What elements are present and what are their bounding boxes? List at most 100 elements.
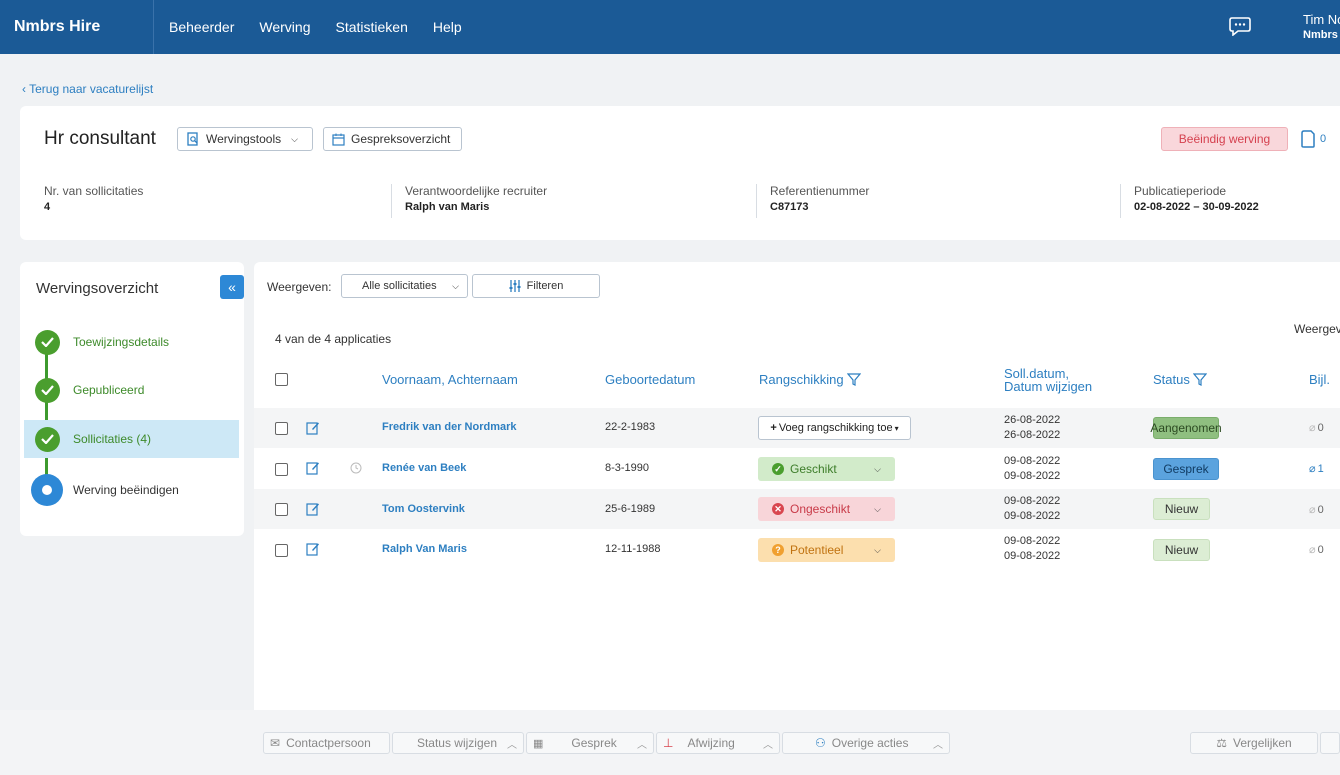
column-header-name[interactable]: Voornaam, Achternaam: [382, 372, 518, 387]
attachments-cell[interactable]: ⌀ 0: [1309, 543, 1324, 557]
attachments-cell[interactable]: ⌀ 0: [1309, 421, 1324, 435]
applicant-name-link[interactable]: Tom Oostervink: [382, 503, 465, 515]
users-icon: ⚇: [815, 736, 826, 750]
status-badge: Nieuw: [1153, 498, 1210, 520]
ranking-dropdown[interactable]: ? Potentieel ⌵: [758, 538, 895, 562]
column-header-status[interactable]: Status: [1153, 373, 1207, 386]
change-status-button[interactable]: Status wijzigen ︿: [392, 732, 524, 754]
page-title: Hr consultant: [44, 128, 156, 149]
documents-counter[interactable]: 0: [1301, 130, 1326, 148]
applicant-name-link[interactable]: Ralph Van Maris: [382, 543, 467, 555]
step-label: Sollicitaties (4): [73, 432, 152, 446]
end-recruitment-button[interactable]: Beëindig werving: [1161, 127, 1288, 151]
step-gepubliceerd[interactable]: Gepubliceerd: [24, 371, 239, 409]
other-actions-button[interactable]: ⚇ Overige acties ︿: [782, 732, 950, 754]
column-header-label: Rangschikking: [759, 372, 844, 387]
nav-statistieken[interactable]: Statistieken: [335, 19, 408, 35]
compare-label: Vergelijken: [1233, 736, 1292, 750]
column-header-dates[interactable]: Soll.datum, Datum wijzigen: [1004, 367, 1092, 393]
current-step-icon: [31, 474, 63, 506]
interview-action-label: Gesprek: [571, 736, 617, 750]
check-icon: [35, 377, 60, 403]
column-header-birthdate[interactable]: Geboortedatum: [605, 372, 696, 387]
attachments-cell[interactable]: ⌀ 1: [1309, 462, 1324, 476]
envelope-icon: ✉: [270, 736, 281, 750]
birthdate: 22-2-1983: [605, 421, 656, 433]
meta-value: 4: [44, 201, 51, 213]
modified-date: 26-08-2022: [1004, 429, 1061, 441]
bulk-actions-bar: ✉ Contactpersoon Status wijzigen ︿ ▦ Ges…: [0, 710, 1340, 775]
contact-person-button[interactable]: ✉ Contactpersoon: [263, 732, 390, 754]
status-badge: Aangenomen: [1150, 417, 1222, 439]
divider: [756, 184, 757, 218]
attachments-count: 1: [1317, 462, 1324, 475]
attachments-cell[interactable]: ⌀ 0: [1309, 503, 1324, 517]
row-checkbox[interactable]: [275, 422, 288, 435]
birthdate: 25-6-1989: [605, 503, 656, 515]
applications-count: 4 van de 4 applicaties: [275, 332, 392, 346]
brand-logo[interactable]: Nmbrs Hire: [14, 18, 101, 35]
step-toewijzingsdetails[interactable]: Toewijzingsdetails: [24, 323, 239, 361]
interview-overview-button[interactable]: Gespreksoverzicht: [323, 127, 462, 151]
chevron-up-icon: ︿: [763, 739, 773, 751]
step-sollicitaties[interactable]: Sollicitaties (4): [24, 420, 239, 458]
applicant-name-link[interactable]: Renée van Beek: [382, 462, 467, 474]
more-button[interactable]: [1320, 732, 1340, 754]
add-ranking-label: Voeg rangschikking toe: [778, 422, 893, 434]
filter-button[interactable]: Filteren: [472, 274, 600, 298]
meta-reference: Referentienummer C87173: [770, 184, 869, 213]
dates-cell: 09-08-2022 09-08-2022: [1004, 454, 1060, 484]
recruitment-tools-dropdown[interactable]: Wervingstools ⌵: [177, 127, 313, 151]
edit-icon[interactable]: [306, 542, 320, 556]
top-navigation-bar: Nmbrs Hire Beheerder Werving Statistieke…: [0, 0, 1340, 54]
filter-funnel-icon[interactable]: [1192, 373, 1207, 386]
dates-cell: 26-08-2022 26-08-2022: [1004, 413, 1060, 443]
back-to-vacancies-link[interactable]: ‹ Terug naar vacaturelijst: [22, 82, 154, 96]
row-checkbox[interactable]: [275, 463, 288, 476]
nav-help[interactable]: Help: [432, 19, 462, 35]
check-icon: [35, 426, 60, 452]
dates-cell: 09-08-2022 09-08-2022: [1004, 494, 1060, 524]
meta-value: C87173: [770, 201, 809, 213]
edit-icon[interactable]: [306, 461, 320, 475]
collapse-sidebar-button[interactable]: «: [220, 275, 244, 299]
recruitment-overview-panel: Wervingsoverzicht « Toewijzingsdetails G…: [20, 262, 244, 536]
divider: [391, 184, 392, 218]
chevron-down-icon: ⌵: [874, 544, 881, 555]
user-menu[interactable]: Tim No Nmbrs: [1303, 12, 1340, 41]
nav-werving[interactable]: Werving: [259, 19, 311, 35]
edit-icon[interactable]: [306, 502, 320, 516]
modified-date: 09-08-2022: [1004, 550, 1061, 562]
applicant-name-link[interactable]: Fredrik van der Nordmark: [382, 421, 517, 433]
check-circle-icon: ✓: [772, 463, 784, 475]
chat-icon[interactable]: [1229, 17, 1251, 36]
compare-button[interactable]: ⚖ Vergelijken: [1190, 732, 1318, 754]
ranking-dropdown[interactable]: ✕ Ongeschikt ⌵: [758, 497, 895, 521]
row-checkbox[interactable]: [275, 544, 288, 557]
divider: [1120, 184, 1121, 218]
column-header-attachments[interactable]: Bijl.: [1309, 372, 1330, 387]
nav-beheerder[interactable]: Beheerder: [169, 19, 235, 35]
chevron-up-icon: ︿: [507, 739, 517, 751]
question-circle-icon: ?: [772, 544, 784, 556]
filter-funnel-icon[interactable]: [846, 373, 861, 386]
row-checkbox[interactable]: [275, 503, 288, 516]
display-options-label[interactable]: Weergeven: [1294, 322, 1340, 336]
select-all-checkbox[interactable]: [275, 373, 288, 386]
check-icon: [35, 329, 60, 355]
status-badge: Gesprek: [1153, 458, 1219, 480]
vacancy-header-card: Hr consultant Wervingstools ⌵ Gespreksov…: [20, 106, 1340, 240]
reject-button[interactable]: ⊥ Afwijzing ︿: [656, 732, 780, 754]
ranking-dropdown[interactable]: ✓ Geschikt ⌵: [758, 457, 895, 481]
add-ranking-dropdown[interactable]: + Voeg rangschikking toe ▾: [758, 416, 911, 440]
interview-action-button[interactable]: ▦ Gesprek ︿: [526, 732, 654, 754]
double-chevron-left-icon: «: [228, 279, 236, 295]
edit-icon[interactable]: [306, 421, 320, 435]
column-header-ranking[interactable]: Rangschikking: [759, 373, 861, 386]
step-werving-beeindigen[interactable]: Werving beëindigen: [24, 471, 239, 509]
meta-recruiter: Verantwoordelijke recruiter Ralph van Ma…: [405, 184, 547, 213]
show-filter-select[interactable]: Alle sollicitaties ⌵: [341, 274, 468, 298]
status-badge: Nieuw: [1153, 539, 1210, 561]
birthdate: 8-3-1990: [605, 462, 650, 474]
step-label: Toewijzingsdetails: [73, 335, 170, 349]
